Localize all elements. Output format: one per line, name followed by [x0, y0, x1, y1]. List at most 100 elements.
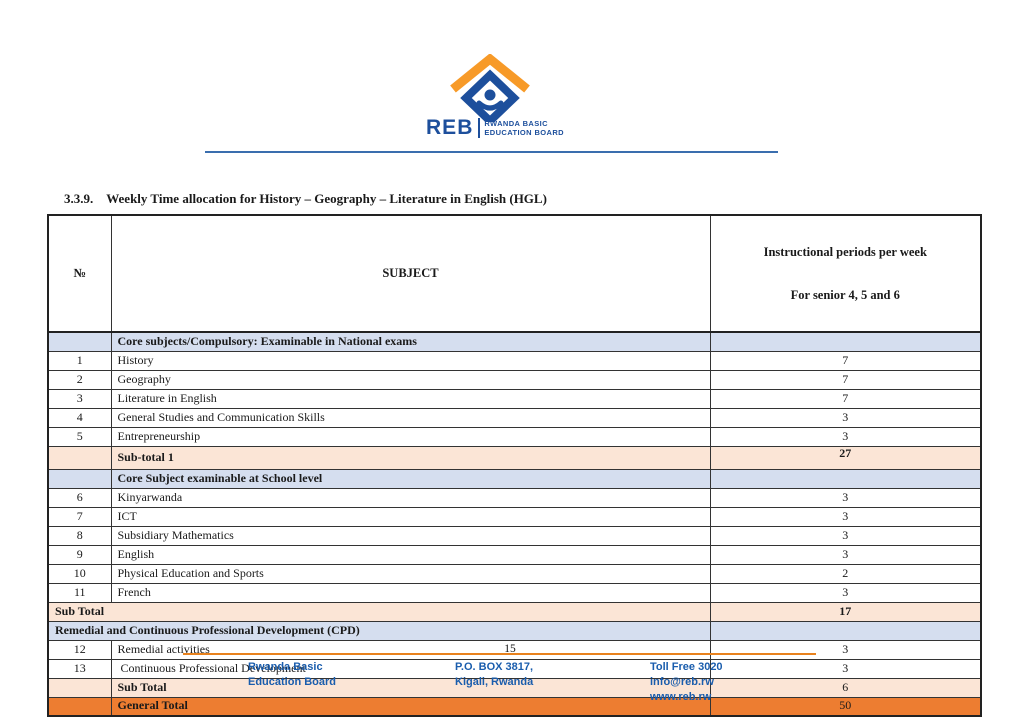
row-number-cell: [47, 468, 112, 489]
periods-cell: [709, 620, 982, 641]
page-number: 15: [504, 643, 516, 655]
header-periods: Instructional periods per week For senio…: [709, 214, 982, 333]
general-total-row: General Total 50: [47, 696, 982, 717]
reb-org-name: RWANDA BASIC EDUCATION BOARD: [484, 119, 564, 137]
time-allocation-table: № SUBJECT Instructional periods per week…: [47, 214, 982, 717]
subtotal-row: Sub Total 6: [47, 677, 982, 698]
header-no: №: [47, 214, 112, 333]
section-header-row: Remedial and Continuous Professional Dev…: [47, 620, 982, 641]
periods-cell: 6: [709, 677, 982, 698]
table-row: 1 History 7: [47, 350, 982, 371]
periods-cell: 3: [709, 407, 982, 428]
periods-cell: 3: [709, 544, 982, 565]
table-row: 8 Subsidiary Mathematics 3: [47, 525, 982, 546]
periods-cell: 7: [709, 350, 982, 371]
row-number-cell: 4: [47, 407, 112, 428]
periods-cell: 3: [709, 426, 982, 447]
table-row: 7 ICT 3: [47, 506, 982, 527]
periods-cell: 7: [709, 369, 982, 390]
table-row: 2 Geography 7: [47, 369, 982, 390]
subject-cell: Entrepreneurship: [110, 426, 711, 447]
footer-contact-line: info@reb.rw: [650, 676, 714, 688]
row-number-cell: 2: [47, 369, 112, 390]
subject-cell: Remedial activities: [110, 639, 711, 660]
row-number-cell: 6: [47, 487, 112, 508]
subject-cell: Sub Total: [47, 601, 711, 622]
subject-cell: Core subjects/Compulsory: Examinable in …: [110, 331, 711, 352]
footer-contact-line: P.O. BOX 3817,: [455, 661, 534, 673]
subject-cell: General Total: [110, 696, 711, 717]
footer-contact-line: www.reb.rw: [650, 691, 712, 703]
row-number-cell: 1: [47, 350, 112, 371]
subject-cell: Kinyarwanda: [110, 487, 711, 508]
org-name-line2: EDUCATION BOARD: [484, 128, 564, 137]
periods-cell: 3: [709, 582, 982, 603]
periods-cell: [709, 468, 982, 489]
footer-contact-column: Toll Free 3020 info@reb.rw www.reb.rw: [650, 660, 723, 705]
subject-cell: ICT: [110, 506, 711, 527]
row-number-cell: 7: [47, 506, 112, 527]
subject-cell: Physical Education and Sports: [110, 563, 711, 584]
periods-cell: 3: [709, 525, 982, 546]
subject-cell: History: [110, 350, 711, 371]
subject-cell: Sub Total: [110, 677, 711, 698]
periods-cell: 27: [709, 445, 982, 470]
table-row: 5 Entrepreneurship 3: [47, 426, 982, 447]
table-row: 11 French 3: [47, 582, 982, 603]
section-title: 3.3.9. Weekly Time allocation for History…: [64, 191, 547, 207]
periods-cell: 3: [709, 658, 982, 679]
subject-cell: Subsidiary Mathematics: [110, 525, 711, 546]
table-header-row: № SUBJECT Instructional periods per week…: [47, 214, 982, 333]
row-number-cell: 11: [47, 582, 112, 603]
table-row: 6 Kinyarwanda 3: [47, 487, 982, 508]
subject-cell: Core Subject examinable at School level: [110, 468, 711, 489]
row-number-cell: 13: [47, 658, 112, 679]
section-number: 3.3.9.: [64, 191, 94, 206]
table-row: 10 Physical Education and Sports 2: [47, 563, 982, 584]
section-header-row: Core Subject examinable at School level: [47, 468, 982, 489]
subtotal-row: Sub-total 1 27: [47, 445, 982, 470]
footer-contact-column: Rwanda Basic Education Board: [248, 660, 336, 690]
periods-cell: 17: [709, 601, 982, 622]
periods-cell: 3: [709, 506, 982, 527]
section-title-text: Weekly Time allocation for History – Geo…: [106, 191, 547, 206]
row-number-cell: 10: [47, 563, 112, 584]
table-row: 4 General Studies and Communication Skill…: [47, 407, 982, 428]
footer-contact-line: Rwanda Basic: [248, 661, 323, 673]
reb-logo-icon: [450, 54, 530, 122]
footer-contact-line: Education Board: [248, 676, 337, 688]
row-number-cell: 3: [47, 388, 112, 409]
header-periods-line2: For senior 4, 5 and 6: [790, 287, 900, 302]
logo-divider-bar: [478, 118, 481, 138]
header-divider-line: [205, 151, 778, 153]
subject-cell: General Studies and Communication Skills: [110, 407, 711, 428]
subject-cell: Sub-total 1: [110, 445, 711, 470]
periods-cell: 3: [709, 639, 982, 660]
reb-acronym: REB: [426, 116, 474, 139]
section-header-row: Core subjects/Compulsory: Examinable in …: [47, 331, 982, 352]
periods-cell: 2: [709, 563, 982, 584]
footer-contact-line: Toll Free 3020: [650, 661, 723, 673]
row-number-cell: 8: [47, 525, 112, 546]
row-number-cell: [47, 677, 112, 698]
subject-cell: Literature in English: [110, 388, 711, 409]
footer-contact-line: Kigali, Rwanda: [455, 676, 534, 688]
subject-cell: French: [110, 582, 711, 603]
header-periods-line1: Instructional periods per week: [763, 244, 927, 259]
subject-cell: Remedial and Continuous Professional Dev…: [47, 620, 711, 641]
periods-cell: 3: [709, 487, 982, 508]
row-number-cell: [47, 696, 112, 717]
header-subject: SUBJECT: [110, 214, 711, 333]
subject-cell: English: [110, 544, 711, 565]
footer-contact-column: P.O. BOX 3817, Kigali, Rwanda: [455, 660, 533, 690]
periods-cell: [709, 331, 982, 352]
footer-divider-line: [183, 653, 816, 655]
subject-cell: Geography: [110, 369, 711, 390]
row-number-cell: 5: [47, 426, 112, 447]
table-row: 3 Literature in English 7: [47, 388, 982, 409]
subject-cell: Continuous Professional Development: [110, 658, 711, 679]
org-name-line1: RWANDA BASIC: [484, 119, 548, 128]
periods-cell: 7: [709, 388, 982, 409]
reb-logo-wordmark: REB RWANDA BASIC EDUCATION BOARD: [400, 116, 590, 140]
